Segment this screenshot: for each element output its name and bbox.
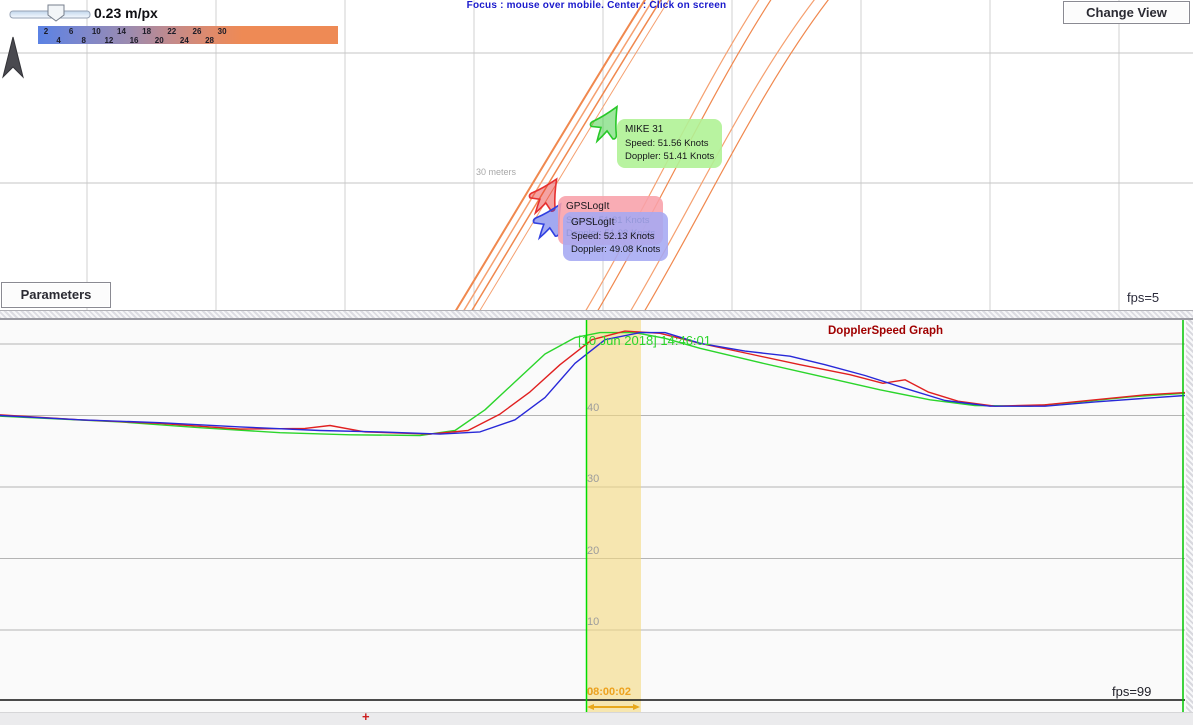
zoom-slider-handle[interactable] <box>47 4 65 22</box>
colorbar-tick: 2 <box>43 27 49 36</box>
change-view-button[interactable]: Change View <box>1063 1 1190 24</box>
series-mike-31-speed <box>0 331 1186 437</box>
graph-fps-label: fps=99 <box>1112 684 1152 699</box>
mobile-name: MIKE 31 <box>625 124 664 135</box>
mobile-markers[interactable] <box>523 99 629 245</box>
graph-right-gutter[interactable] <box>1186 320 1193 714</box>
y-tick-label: 10 <box>587 616 600 628</box>
colorbar-tick: 22 <box>167 27 177 36</box>
colorbar-tick: 26 <box>192 27 202 36</box>
mobile-name: GPSLogIt <box>571 217 615 228</box>
colorbar-tick: 10 <box>91 27 101 36</box>
mobile-name: GPSLogIt <box>566 201 610 212</box>
y-tick-label: 40 <box>587 401 600 414</box>
mobile-marker-1[interactable] <box>523 171 569 220</box>
colorbar-tick: 4 <box>56 36 61 45</box>
colorbar-tick: 8 <box>81 36 86 45</box>
y-tick-label: 0 <box>587 686 594 698</box>
graph-canvas[interactable] <box>0 320 1186 714</box>
colorbar-tick: 30 <box>217 27 227 36</box>
mobile-tooltip-mike31: MIKE 31 Speed: 51.56 Knots Doppler: 51.4… <box>617 119 723 168</box>
mobile-tooltip-gpslogit-2: GPSLogIt Speed: 52.13 Knots Doppler: 49.… <box>563 212 669 261</box>
focus-hint: Focus : mouse over mobile. Center : Clic… <box>466 0 727 11</box>
cursor-datetime-label: [10 Jun 2018] 14:46:01 <box>578 333 712 348</box>
zoom-slider[interactable] <box>9 4 91 22</box>
time-cursor-band[interactable] <box>586 320 641 712</box>
map-fps-label: fps=5 <box>1127 290 1160 305</box>
mobile-speed: Speed: 51.56 Knots <box>625 137 709 149</box>
map-grid <box>0 0 1193 310</box>
parameters-button[interactable]: Parameters <box>1 282 111 308</box>
footer-strip: + <box>0 709 1193 725</box>
panel-divider[interactable] <box>0 310 1193 319</box>
mobile-doppler: Doppler: 51.41 Knots <box>625 151 715 162</box>
speed-colorbar: 2 6 10 14 18 22 26 30 4 8 12 16 20 24 28 <box>38 26 338 45</box>
colorbar-tick: 28 <box>205 36 214 45</box>
graph-title: DopplerSpeed Graph <box>828 325 944 337</box>
mobile-doppler: Doppler: 49.08 Knots <box>571 244 661 255</box>
map-scale-label: 0.23 m/px <box>94 5 158 21</box>
north-arrow-icon <box>2 36 24 79</box>
y-tick-label: 20 <box>587 544 600 557</box>
colorbar-tick: 24 <box>179 36 189 45</box>
plus-cursor-icon: + <box>362 709 370 724</box>
map-panel[interactable]: Focus : mouse over mobile. Center : Clic… <box>0 0 1193 310</box>
colorbar-tick: 20 <box>154 36 164 45</box>
mobile-speed: Speed: 52.13 Knots <box>571 230 655 242</box>
colorbar-tick: 6 <box>68 27 74 36</box>
mobile-marker-0[interactable] <box>584 99 629 148</box>
y-tick-label: 30 <box>587 473 600 485</box>
colorbar-tick: 14 <box>117 27 126 36</box>
grid-distance-label: 30 meters <box>476 167 517 177</box>
colorbar-tick: 12 <box>104 36 114 45</box>
series-gpslogit-2-speed <box>0 331 1186 435</box>
colorbar-tick: 18 <box>142 27 152 36</box>
doppler-speed-graph-panel[interactable]: DopplerSpeed Graph [10 Jun 2018] 14:46:0… <box>0 318 1193 714</box>
colorbar-tick: 16 <box>129 36 139 45</box>
map-canvas[interactable] <box>0 0 1193 310</box>
cursor-time-label: 08:00:02 <box>587 686 632 698</box>
